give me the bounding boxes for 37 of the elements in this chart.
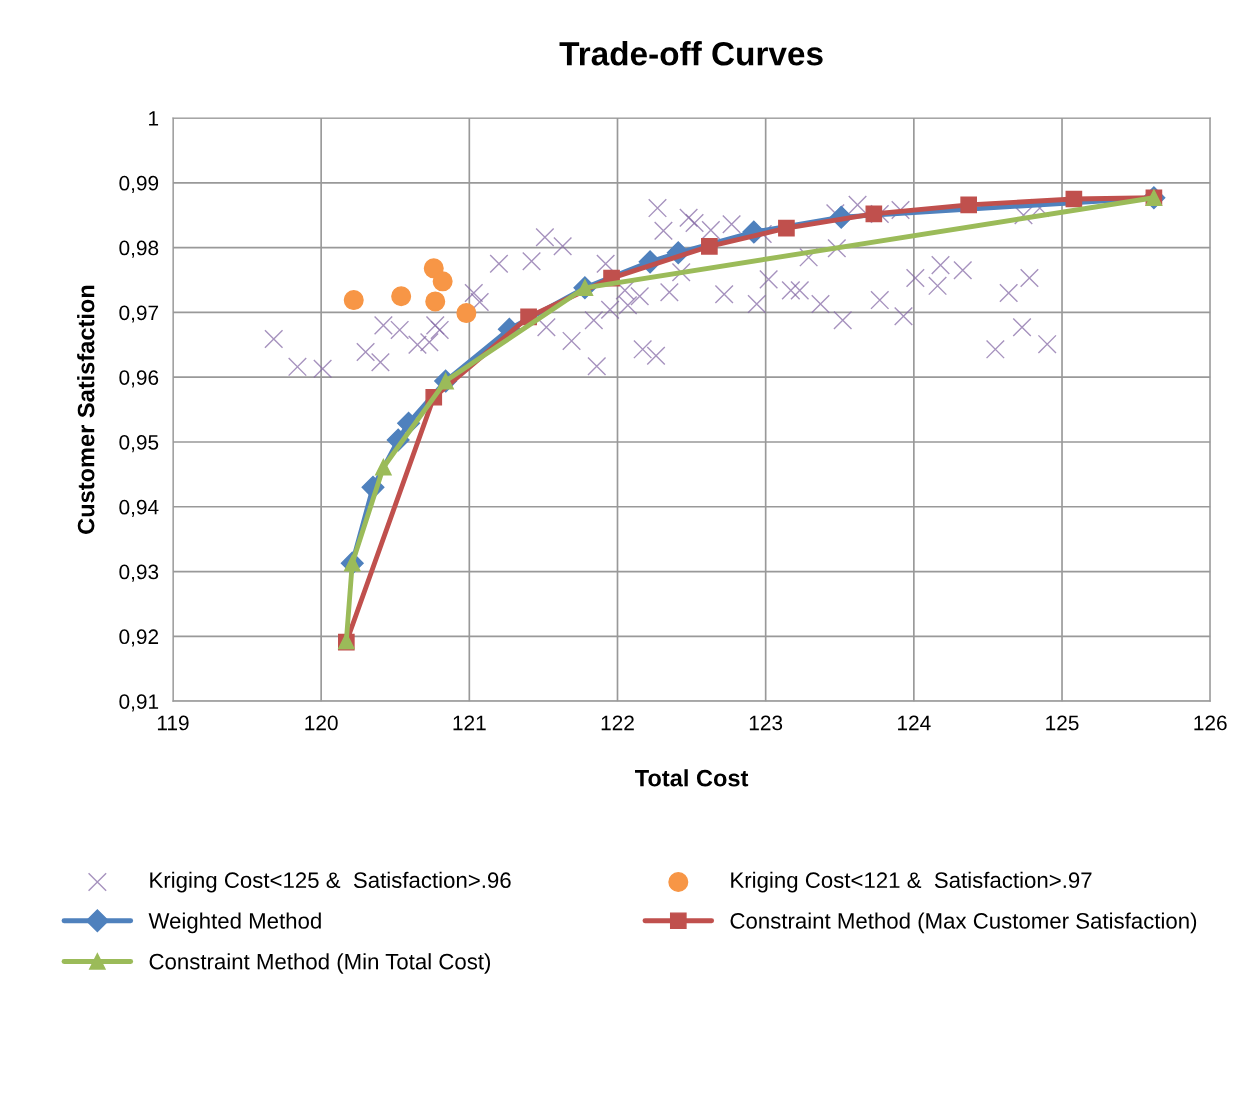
point: [701, 237, 718, 255]
x-tick-label: 123: [749, 715, 783, 731]
y-tick-label: 0,99: [119, 175, 159, 194]
legend-label: Constraint Method (Max Customer Satisfaction): [730, 912, 1197, 934]
point: [432, 271, 453, 292]
point: [375, 458, 392, 476]
x-tick-label: 122: [601, 715, 634, 731]
point: [456, 303, 477, 324]
y-tick-label: 0,98: [119, 240, 159, 258]
point: [778, 219, 795, 237]
legend-label: Kriging Cost<121 & Satisfaction>.97: [731, 871, 1092, 893]
y-tick-label: 0,93: [119, 564, 159, 582]
x-axis-title: Total Cost: [635, 769, 749, 787]
y-axis-title: Customer Satisfaction: [77, 285, 95, 534]
point: [865, 205, 883, 223]
y-tick-label: 0,96: [119, 370, 159, 388]
y-tick-label: 0,94: [119, 499, 159, 517]
y-tick-label: 0,92: [119, 629, 159, 647]
y-tick-label: 1: [149, 111, 159, 126]
x-tick-label: 121: [453, 715, 486, 731]
legend-label: Constraint Method (Min Total Cost): [149, 953, 491, 974]
x-tick-label: 125: [1046, 715, 1079, 731]
x-tick-label: 120: [305, 715, 338, 731]
point: [425, 291, 446, 312]
y-tick-label: 0,97: [119, 305, 159, 323]
legend-label: Kriging Cost<125 & Satisfaction>.96: [150, 871, 511, 893]
point: [1065, 190, 1083, 208]
x-tick-label: 124: [898, 715, 931, 731]
y-tick-label: 0,91: [119, 694, 159, 712]
point: [960, 196, 978, 214]
point: [391, 286, 412, 307]
y-tick-label: 0,95: [119, 434, 159, 453]
x-tick-label: 119: [157, 715, 189, 731]
chart-title: Trade-off Curves: [559, 41, 823, 66]
point: [343, 290, 364, 311]
x-tick-label: 126: [1194, 715, 1227, 731]
legend-label: Weighted Method: [148, 912, 321, 934]
